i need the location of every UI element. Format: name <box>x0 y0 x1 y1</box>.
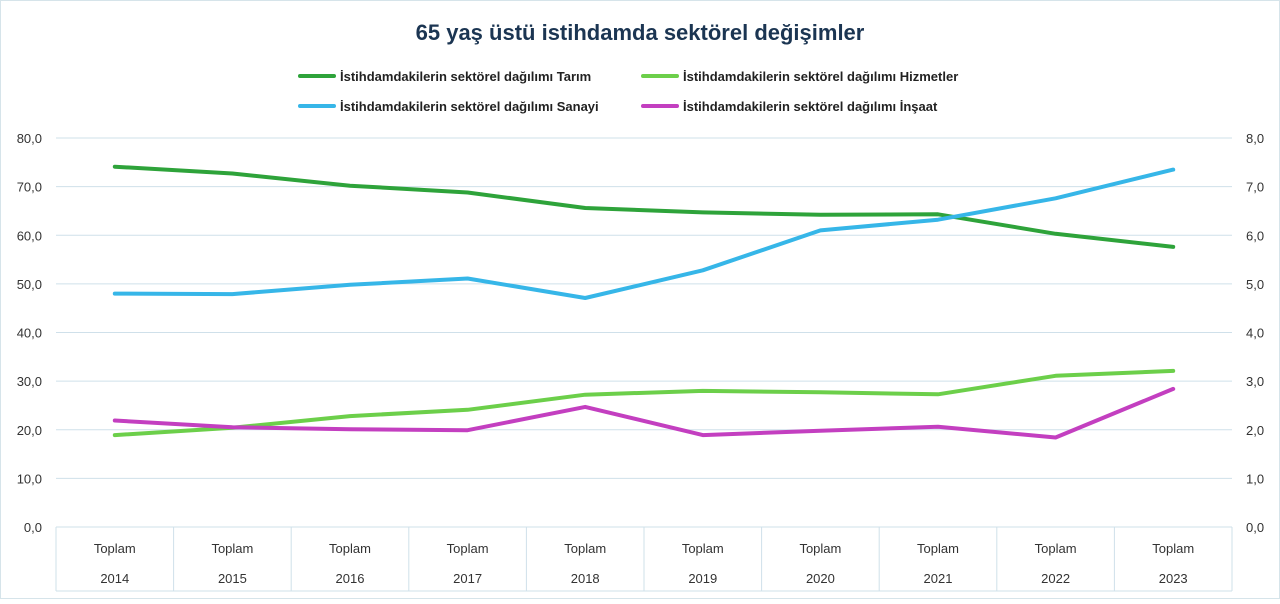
x-tick-label-top: Toplam <box>447 541 489 556</box>
data-point <box>583 393 587 397</box>
series-line <box>112 164 1176 249</box>
data-point <box>583 206 587 210</box>
x-tick-label-top: Toplam <box>211 541 253 556</box>
x-tick-label-year: 2022 <box>1041 571 1070 586</box>
legend-label: İstihdamdakilerin sektörel dağılımı İnşa… <box>683 99 938 114</box>
data-point <box>818 390 822 394</box>
x-tick-label-year: 2016 <box>336 571 365 586</box>
y-left-tick-label: 20,0 <box>17 423 42 438</box>
x-tick-label-year: 2020 <box>806 571 835 586</box>
y-axis-left: 0,0 10,0 20,0 30,0 40,0 50,0 60,0 70,0 80,0 <box>17 131 42 535</box>
data-point <box>230 171 234 175</box>
x-tick-label-top: Toplam <box>564 541 606 556</box>
data-point <box>348 184 352 188</box>
legend-label: İstihdamdakilerin sektörel dağılımı Tarı… <box>340 69 591 84</box>
y-left-tick-label: 50,0 <box>17 277 42 292</box>
data-point <box>818 429 822 433</box>
data-point <box>1054 436 1058 440</box>
data-point <box>113 419 117 423</box>
data-point <box>1054 196 1058 200</box>
y-left-tick-label: 80,0 <box>17 131 42 146</box>
x-tick-label-top: Toplam <box>329 541 371 556</box>
legend: İstihdamdakilerin sektörel dağılımı Tarı… <box>298 69 958 114</box>
y-right-tick-label: 8,0 <box>1246 131 1264 146</box>
data-point <box>466 277 470 281</box>
y-left-tick-label: 70,0 <box>17 180 42 195</box>
data-point <box>466 408 470 412</box>
x-tick-label-year: 2015 <box>218 571 247 586</box>
series-line <box>112 386 1176 440</box>
y-left-tick-label: 40,0 <box>17 326 42 341</box>
x-tick-label-year: 2019 <box>688 571 717 586</box>
data-point <box>1171 168 1175 172</box>
y-right-tick-label: 5,0 <box>1246 277 1264 292</box>
data-point <box>818 213 822 217</box>
y-right-tick-label: 0,0 <box>1246 520 1264 535</box>
data-point <box>1171 387 1175 391</box>
data-point <box>1171 245 1175 249</box>
legend-label: İstihdamdakilerin sektörel dağılımı Sana… <box>340 99 599 114</box>
y-right-tick-label: 6,0 <box>1246 228 1264 243</box>
data-point <box>466 428 470 432</box>
y-axis-right: 0,0 1,0 2,0 3,0 4,0 5,0 6,0 7,0 8,0 <box>1246 131 1264 535</box>
x-axis: Toplam 2014 Toplam 2015 Toplam 2016 Toplam 2017… <box>55 527 1233 592</box>
data-point <box>348 427 352 431</box>
legend-label: İstihdamdakilerin sektörel dağılımı Hizm… <box>683 69 958 84</box>
x-tick-label-year: 2023 <box>1159 571 1188 586</box>
data-point <box>230 425 234 429</box>
y-right-tick-label: 2,0 <box>1246 423 1264 438</box>
data-point <box>230 292 234 296</box>
series-line <box>112 368 1176 438</box>
data-point <box>348 283 352 287</box>
data-point <box>936 392 940 396</box>
series-line <box>112 167 1176 300</box>
x-tick-label-year: 2014 <box>100 571 129 586</box>
x-tick-label-top: Toplam <box>799 541 841 556</box>
data-point <box>1054 232 1058 236</box>
y-left-tick-label: 60,0 <box>17 228 42 243</box>
data-point <box>466 190 470 194</box>
data-point <box>583 405 587 409</box>
y-left-tick-label: 30,0 <box>17 374 42 389</box>
x-tick-label-top: Toplam <box>94 541 136 556</box>
data-point <box>701 210 705 214</box>
x-tick-label-top: Toplam <box>1152 541 1194 556</box>
y-left-tick-label: 10,0 <box>17 471 42 486</box>
data-point <box>701 433 705 437</box>
data-point <box>701 268 705 272</box>
data-point <box>113 433 117 437</box>
series-lines <box>112 164 1176 440</box>
data-point <box>936 218 940 222</box>
data-point <box>1171 369 1175 373</box>
data-point <box>583 296 587 300</box>
data-point <box>113 292 117 296</box>
x-tick-label-year: 2018 <box>571 571 600 586</box>
chart-title: 65 yaş üstü istihdamda sektörel değişiml… <box>416 20 865 45</box>
x-tick-label-top: Toplam <box>917 541 959 556</box>
data-point <box>113 165 117 169</box>
data-point <box>818 228 822 232</box>
y-right-tick-label: 7,0 <box>1246 180 1264 195</box>
y-right-tick-label: 1,0 <box>1246 471 1264 486</box>
x-tick-label-top: Toplam <box>682 541 724 556</box>
y-right-tick-label: 3,0 <box>1246 374 1264 389</box>
x-tick-label-top: Toplam <box>1035 541 1077 556</box>
data-point <box>936 425 940 429</box>
x-tick-label-year: 2017 <box>453 571 482 586</box>
data-point <box>701 389 705 393</box>
y-right-tick-label: 4,0 <box>1246 326 1264 341</box>
data-point <box>1054 374 1058 378</box>
data-point <box>348 414 352 418</box>
data-point <box>936 212 940 216</box>
y-left-tick-label: 0,0 <box>24 520 42 535</box>
x-tick-label-year: 2021 <box>924 571 953 586</box>
